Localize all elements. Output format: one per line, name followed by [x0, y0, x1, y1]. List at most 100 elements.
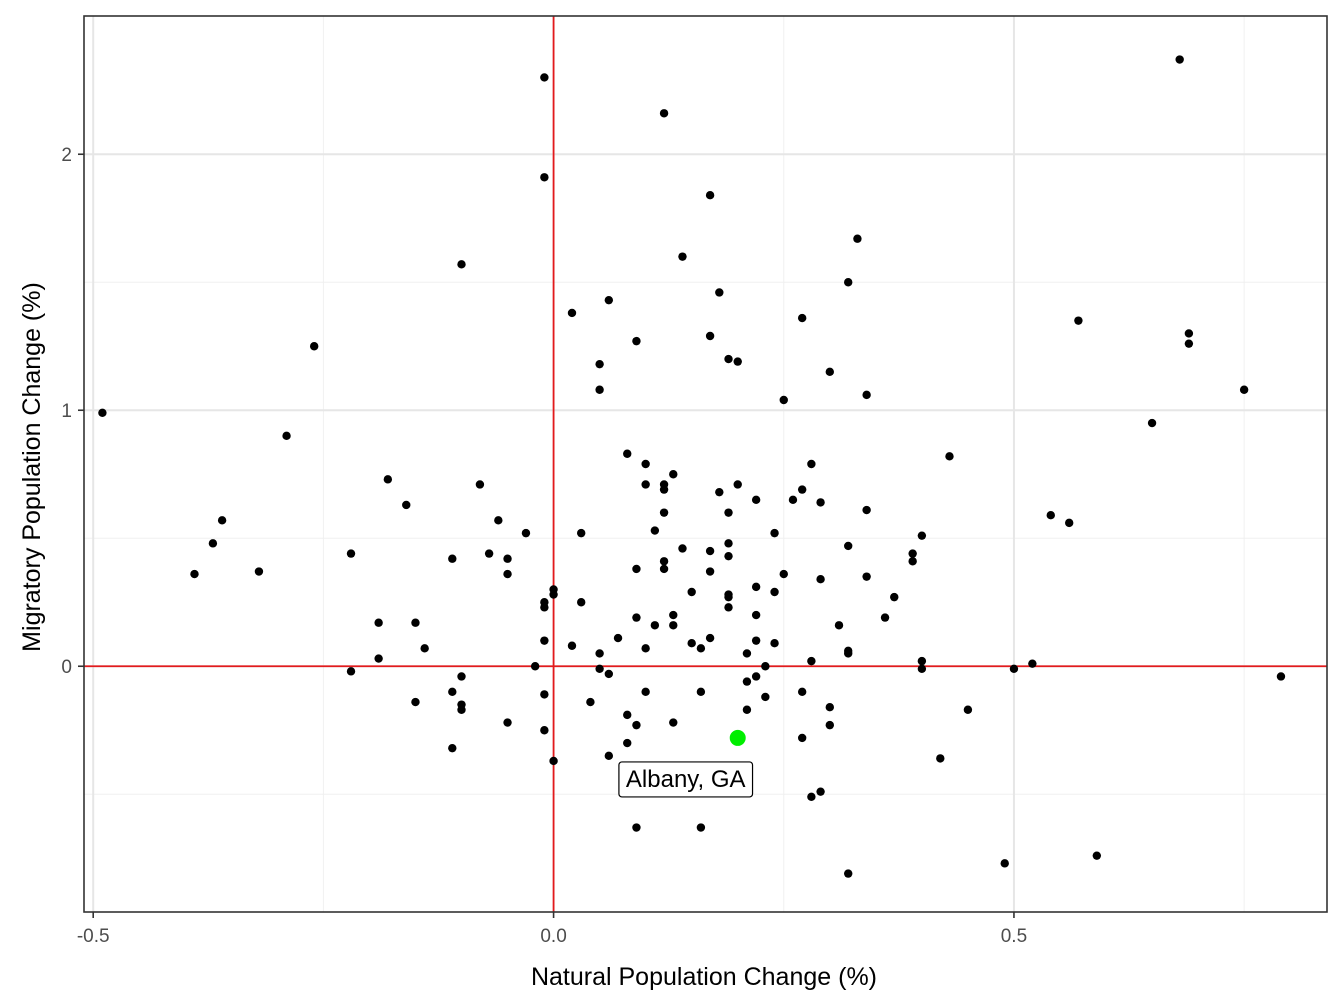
data-point: [383, 475, 393, 484]
data-point: [844, 649, 853, 658]
highlight-point: [729, 729, 746, 746]
data-point: [724, 354, 733, 364]
data-point: [595, 359, 604, 369]
data-point: [1092, 851, 1102, 860]
data-point: [742, 677, 752, 686]
data-point: [880, 613, 890, 622]
data-point: [586, 697, 595, 707]
data-point: [632, 564, 641, 574]
data-point: [797, 313, 807, 323]
data-point: [309, 342, 319, 351]
data-point: [733, 480, 742, 489]
data-point: [862, 390, 871, 400]
data-point: [540, 636, 549, 645]
data-point: [567, 641, 577, 650]
data-point: [595, 649, 604, 658]
data-point: [825, 720, 834, 730]
data-point: [1175, 55, 1184, 64]
x-tick-label: -0.5: [77, 926, 110, 947]
data-point: [1239, 385, 1249, 394]
data-point: [190, 569, 199, 579]
data-point: [1009, 664, 1019, 673]
data-point: [530, 662, 540, 671]
data-point: [705, 633, 715, 643]
data-point: [1046, 511, 1055, 520]
data-point: [641, 644, 650, 653]
data-point: [503, 569, 512, 579]
data-point: [779, 569, 788, 579]
data-point: [669, 610, 678, 620]
data-point: [484, 549, 494, 558]
data-point: [770, 639, 779, 648]
data-point: [705, 331, 715, 341]
data-point: [613, 633, 623, 643]
data-point: [1276, 672, 1286, 681]
x-axis-title: Natural Population Change (%): [531, 963, 877, 991]
data-point: [411, 697, 420, 707]
data-point: [208, 539, 218, 548]
data-point: [724, 508, 733, 517]
data-point: [834, 621, 844, 630]
data-point: [705, 191, 715, 200]
data-point: [540, 603, 549, 612]
data-point: [650, 621, 660, 630]
data-point: [724, 603, 733, 612]
data-point: [420, 644, 429, 653]
data-point: [549, 756, 558, 766]
y-axis-title: Migratory Population Change (%): [18, 282, 46, 652]
data-point: [659, 508, 669, 517]
data-point: [623, 449, 632, 458]
data-point: [908, 549, 917, 558]
data-point: [742, 705, 752, 714]
data-point: [346, 549, 356, 558]
data-point: [715, 288, 724, 297]
y-tick-label: 0: [61, 657, 72, 678]
data-point: [853, 234, 862, 243]
data-point: [724, 539, 733, 548]
data-point: [623, 710, 632, 720]
data-point: [724, 592, 733, 602]
y-tick-label: 1: [61, 401, 72, 422]
plot-panel-border: [83, 15, 1328, 913]
data-point: [751, 672, 761, 681]
data-point: [751, 610, 761, 620]
data-point: [816, 498, 825, 507]
data-point: [448, 687, 457, 697]
data-point: [696, 687, 706, 697]
data-point: [742, 649, 752, 658]
data-point: [448, 743, 457, 753]
data-point: [751, 495, 761, 505]
data-point: [844, 541, 853, 551]
data-point: [936, 754, 945, 763]
data-point: [917, 656, 927, 666]
data-point: [797, 485, 807, 494]
data-point: [374, 618, 383, 627]
data-point: [669, 470, 678, 479]
data-point: [282, 431, 291, 441]
data-point: [797, 687, 807, 697]
data-point: [724, 551, 733, 561]
data-point: [632, 823, 641, 832]
data-point: [411, 618, 420, 627]
highlight-label-box: [618, 761, 754, 798]
x-tick-label: 0.5: [1001, 926, 1027, 947]
data-point: [945, 452, 954, 461]
data-point: [577, 528, 586, 538]
data-point: [917, 664, 927, 673]
data-point: [577, 598, 586, 607]
data-point: [1184, 329, 1194, 338]
data-point: [807, 459, 816, 469]
data-point: [844, 278, 853, 287]
data-point: [254, 567, 264, 576]
data-point: [669, 718, 678, 727]
data-points: [98, 55, 1286, 878]
data-point: [917, 531, 927, 540]
x-tick-label: 0.0: [540, 926, 566, 947]
data-point: [457, 260, 466, 269]
data-point: [1000, 859, 1009, 868]
data-point: [770, 587, 779, 597]
data-point: [687, 639, 696, 648]
data-point: [549, 590, 558, 599]
